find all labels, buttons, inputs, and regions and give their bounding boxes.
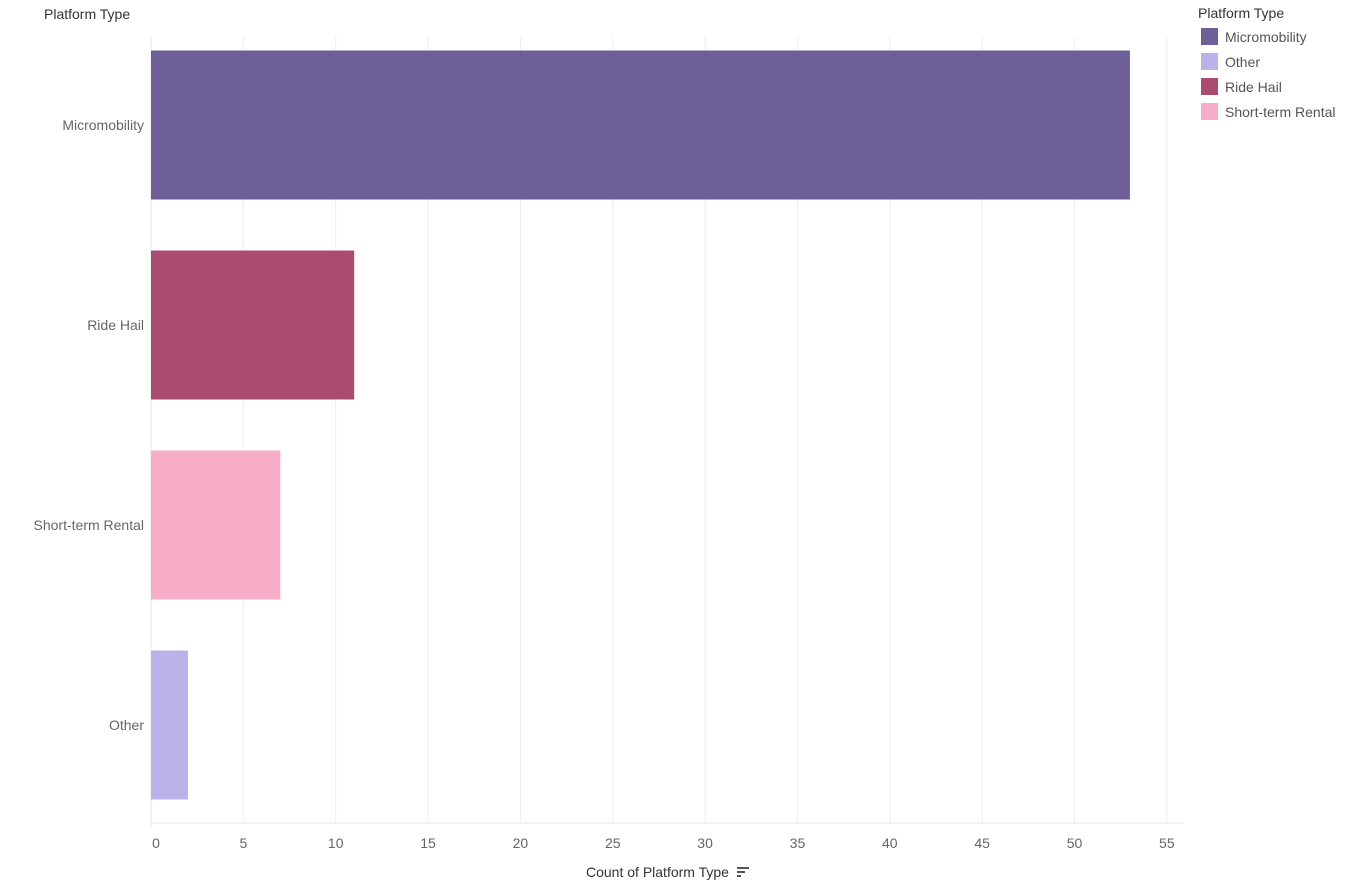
x-tick-label: 40 — [882, 835, 898, 851]
x-tick-label: 5 — [239, 835, 247, 851]
x-tick-label: 10 — [328, 835, 344, 851]
x-tick-label: 30 — [697, 835, 713, 851]
legend-label: Ride Hail — [1225, 78, 1282, 95]
x-tick-label: 35 — [790, 835, 806, 851]
legend-item-short-term-rental[interactable]: Short-term Rental — [1198, 99, 1335, 124]
x-tick-label: 20 — [513, 835, 529, 851]
x-tick-label: 0 — [152, 835, 160, 851]
legend-label: Short-term Rental — [1225, 103, 1336, 120]
x-axis-ticks: 0 5 10 15 20 25 30 35 40 45 50 55 — [152, 835, 1175, 851]
x-tick-label: 45 — [974, 835, 990, 851]
sort-descending-icon[interactable] — [736, 866, 750, 878]
legend-swatch — [1201, 53, 1218, 70]
legend-item-ride-hail[interactable]: Ride Hail — [1198, 74, 1335, 99]
x-axis-title: Count of Platform Type — [586, 864, 729, 880]
bar-ride-hail[interactable] — [151, 250, 355, 400]
category-label: Ride Hail — [87, 317, 144, 333]
legend-label: Other — [1225, 53, 1261, 70]
legend-item-other[interactable]: Other — [1198, 49, 1335, 74]
legend-title: Platform Type — [1198, 5, 1285, 21]
legend-swatch — [1201, 103, 1218, 120]
x-tick-label: 25 — [605, 835, 621, 851]
x-axis-title-container: Count of Platform Type — [586, 864, 750, 880]
legend-item-micromobility[interactable]: Micromobility — [1198, 24, 1335, 49]
x-tick-label: 50 — [1067, 835, 1083, 851]
legend-label: Micromobility — [1225, 28, 1307, 45]
category-label: Short-term Rental — [34, 517, 144, 533]
x-tick-label: 15 — [420, 835, 436, 851]
bars — [151, 50, 1130, 800]
bar-micromobility[interactable] — [151, 50, 1130, 200]
legend: Platform Type Micromobility Other Ride H… — [1198, 5, 1335, 124]
row-header: Platform Type — [44, 6, 131, 22]
category-label: Other — [109, 717, 144, 733]
x-tick-label: 55 — [1159, 835, 1175, 851]
category-labels: Micromobility Ride Hail Short-term Rental O… — [34, 117, 145, 733]
legend-swatch — [1201, 28, 1218, 45]
legend-swatch — [1201, 78, 1218, 95]
bar-other[interactable] — [151, 650, 188, 800]
category-label: Micromobility — [62, 117, 144, 133]
bar-short-term-rental[interactable] — [151, 450, 281, 600]
